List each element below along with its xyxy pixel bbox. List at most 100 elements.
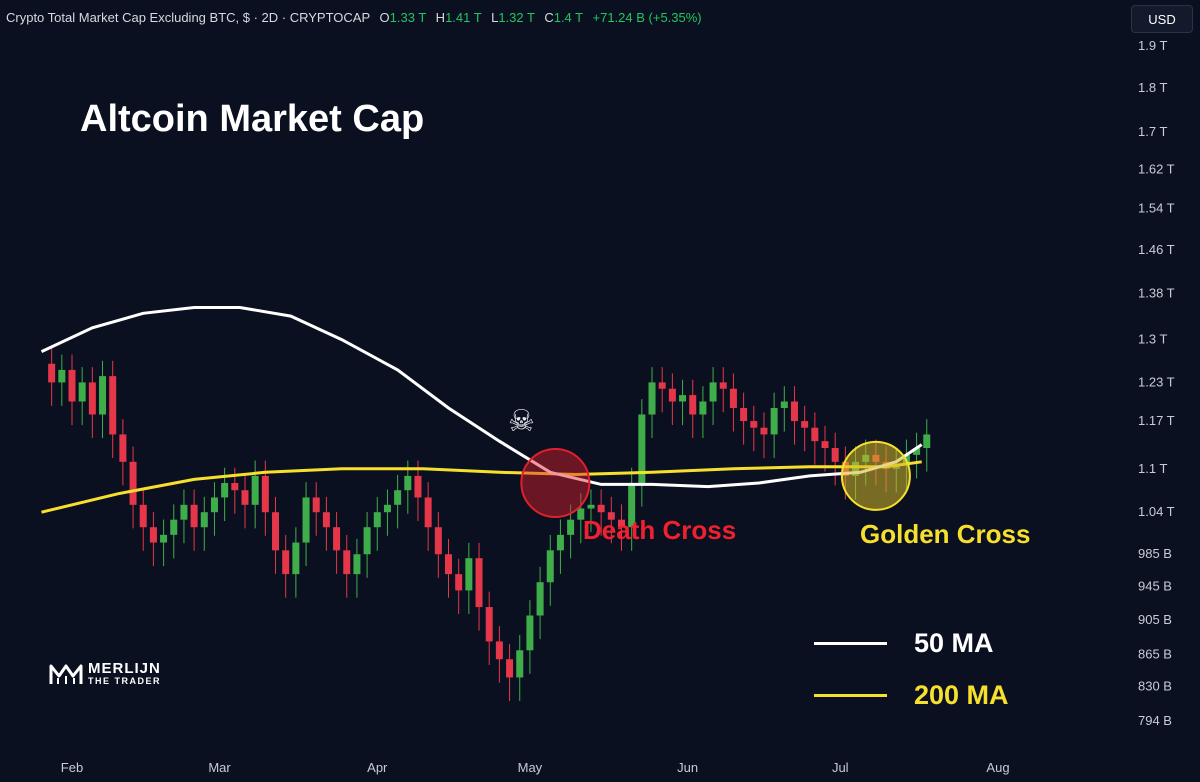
open-label: O xyxy=(379,10,390,25)
high-label: H xyxy=(435,10,446,25)
y-tick-label: 1.17 T xyxy=(1138,413,1175,428)
y-tick-label: 1.3 T xyxy=(1138,332,1167,347)
candle-body-down xyxy=(434,527,442,555)
candle-body-down xyxy=(689,395,697,415)
x-tick-label: Jul xyxy=(832,760,849,775)
candle-body-up xyxy=(210,497,218,513)
y-tick-label: 1.46 T xyxy=(1138,242,1175,257)
watermark-line1: MERLIJN xyxy=(88,660,161,677)
candle-body-up xyxy=(160,534,168,543)
candle-body-up xyxy=(923,434,931,448)
death-cross-label: Death Cross xyxy=(583,515,737,545)
candle-body-down xyxy=(811,427,819,442)
candle-body-down xyxy=(312,497,320,513)
y-tick-label: 1.62 T xyxy=(1138,161,1175,176)
candle-body-down xyxy=(719,382,727,389)
candle-body-up xyxy=(251,475,259,505)
candle-body-up xyxy=(567,519,575,535)
candle-body-down xyxy=(506,659,514,678)
y-tick-label: 1.38 T xyxy=(1138,285,1175,300)
candle-body-up xyxy=(292,542,300,575)
candle-body-up xyxy=(170,519,178,535)
y-tick-label: 865 B xyxy=(1138,647,1172,662)
y-tick-label: 1.8 T xyxy=(1138,80,1167,95)
candle-body-up xyxy=(373,512,381,528)
candle-body-down xyxy=(597,504,605,513)
candle-body-down xyxy=(668,388,676,402)
candle-body-up xyxy=(516,650,524,678)
candle-body-up xyxy=(587,504,595,509)
candle-body-down xyxy=(322,512,330,528)
x-tick-label: Mar xyxy=(208,760,231,775)
candle-body-down xyxy=(231,483,239,491)
candle-body-up xyxy=(180,504,188,520)
ma-lines-layer xyxy=(40,306,923,514)
candle-body-down xyxy=(790,401,798,422)
watermark-line2: THE TRADER xyxy=(88,676,161,686)
candle-body-up xyxy=(628,483,636,528)
watermark-logo: MERLIJN THE TRADER xyxy=(48,660,161,688)
y-tick-label: 1.1 T xyxy=(1138,461,1167,476)
y-tick-label: 794 B xyxy=(1138,713,1172,728)
candle-body-down xyxy=(455,574,463,591)
candle-body-down xyxy=(119,434,127,462)
candle-body-down xyxy=(801,421,809,428)
candle-body-down xyxy=(129,461,137,505)
candle-body-up xyxy=(536,582,544,616)
candle-body-down xyxy=(750,421,758,428)
candle-body-up xyxy=(78,382,86,402)
candle-body-down xyxy=(343,550,351,575)
candle-body-down xyxy=(48,363,56,383)
candle-body-down xyxy=(821,441,829,448)
skull-and-crossbones-icon: ☠ xyxy=(508,405,535,438)
candle-body-up xyxy=(648,382,656,415)
currency-button[interactable]: USD xyxy=(1131,5,1193,33)
symbol-name[interactable]: Crypto Total Market Cap Excluding BTC, $… xyxy=(6,10,370,25)
candle-body-up xyxy=(913,447,921,455)
candle-body-up xyxy=(200,512,208,528)
low-value: 1.32 T xyxy=(498,10,535,25)
y-axis[interactable]: 1.9 T 1.8 T 1.7 T 1.62 T 1.54 T 1.46 T 1.38 T 1… xyxy=(1138,38,1175,728)
ma200-line xyxy=(41,460,922,514)
ma50-line xyxy=(40,306,923,489)
candle-body-up xyxy=(770,407,778,435)
y-tick-label: 830 B xyxy=(1138,679,1172,694)
candle-body-down xyxy=(149,527,157,543)
candle-body-up xyxy=(546,550,554,583)
candle-body-up xyxy=(526,615,534,651)
candle-body-down xyxy=(88,382,96,415)
candle-body-up xyxy=(556,534,564,551)
x-axis[interactable]: Feb Mar Apr May Jun Jul Aug xyxy=(61,760,1010,775)
candle-body-down xyxy=(272,512,280,551)
chart-title: Altcoin Market Cap xyxy=(80,98,425,140)
close-label: C xyxy=(544,10,554,25)
candles-layer xyxy=(48,348,931,701)
candle-body-down xyxy=(475,558,483,608)
candle-body-up xyxy=(699,401,707,415)
candle-body-down xyxy=(729,388,737,408)
high-value: 1.41 T xyxy=(445,10,482,25)
y-tick-label: 945 B xyxy=(1138,578,1172,593)
candle-body-down xyxy=(617,519,625,528)
candle-body-down xyxy=(190,504,198,528)
legend-swatch-50ma xyxy=(814,642,887,645)
candle-body-down xyxy=(68,369,76,402)
events-layer xyxy=(520,440,911,519)
candle-body-down xyxy=(495,641,503,660)
x-tick-label: May xyxy=(518,760,543,775)
candle-body-down xyxy=(445,554,453,575)
open-value: 1.33 T xyxy=(389,10,427,25)
candle-body-down xyxy=(607,512,615,520)
y-tick-label: 905 B xyxy=(1138,612,1172,627)
legend-label-200ma: 200 MA xyxy=(914,680,1009,710)
candle-body-up xyxy=(353,554,361,575)
y-tick-label: 1.9 T xyxy=(1138,38,1167,53)
golden-cross-marker xyxy=(840,440,911,511)
candle-body-up xyxy=(780,401,788,408)
y-tick-label: 1.04 T xyxy=(1138,504,1175,519)
candle-body-up xyxy=(58,369,66,383)
candle-body-down xyxy=(740,407,748,422)
candle-body-down xyxy=(333,527,341,551)
merlijn-logo-icon xyxy=(49,664,83,684)
